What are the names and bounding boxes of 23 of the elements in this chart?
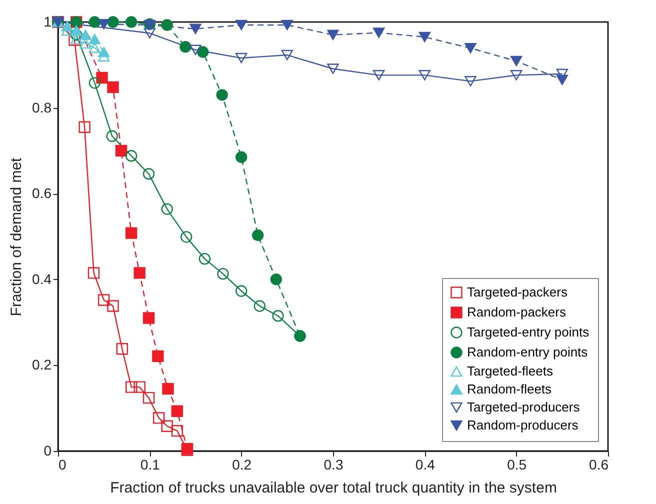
y-tick-label: 1 (44, 14, 52, 30)
x-tick-label: 0 (58, 456, 66, 472)
x-tick-label: 0.5 (507, 456, 527, 472)
x-tick-label: 0.6 (589, 456, 609, 472)
y-tick-label: 0 (44, 442, 52, 458)
legend-label: Random-producers (467, 418, 579, 432)
y-tick-label: 0.4 (32, 270, 52, 287)
legend-label: Random-entry points (467, 344, 588, 360)
legend-label: Targeted-entry points (467, 324, 590, 340)
y-axis-title: Fraction of demand met (8, 156, 26, 316)
legend-label: Targeted-producers (467, 400, 580, 414)
legend-label: Random-packers (467, 304, 566, 320)
y-tick-label: 0.2 (32, 356, 52, 373)
x-tick-label: 0.3 (324, 456, 344, 472)
x-tick-label: 0.1 (140, 456, 160, 472)
x-axis-title: Fraction of trucks unavailable over total truck quantity in the system (110, 480, 557, 496)
y-tick-label: 0.8 (32, 99, 52, 116)
x-tick-label: 0.2 (232, 456, 252, 472)
x-tick-label: 0.4 (415, 456, 436, 472)
legend-label: Targeted-packers (467, 284, 568, 300)
legend-label: Targeted-fleets (467, 364, 554, 378)
legend-label: Random-fleets (467, 382, 552, 396)
y-tick-label: 0.6 (32, 185, 52, 202)
